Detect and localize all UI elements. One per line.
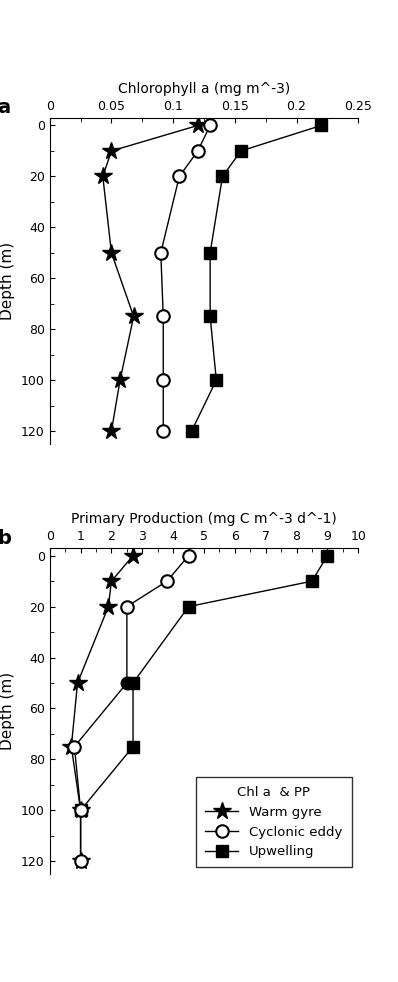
Cyclonic eddy — [208, 120, 213, 132]
Y-axis label: Depth (m): Depth (m) — [0, 672, 16, 750]
Upwelling — [208, 310, 213, 322]
Upwelling — [78, 804, 83, 816]
Text: b: b — [0, 528, 11, 548]
Line: Upwelling: Upwelling — [186, 120, 327, 437]
Warm gyre — [195, 120, 200, 132]
X-axis label: Chlorophyll a (mg m^-3): Chlorophyll a (mg m^-3) — [118, 82, 290, 96]
Cyclonic eddy — [177, 171, 181, 183]
Warm gyre — [131, 550, 135, 562]
Warm gyre — [69, 740, 74, 752]
Warm gyre — [109, 246, 114, 258]
Warm gyre — [109, 145, 114, 157]
Upwelling — [325, 550, 330, 562]
Upwelling — [131, 740, 135, 752]
Warm gyre — [109, 575, 114, 587]
Line: Cyclonic eddy: Cyclonic eddy — [154, 119, 217, 437]
Cyclonic eddy — [161, 374, 166, 386]
Upwelling — [186, 601, 191, 613]
Warm gyre — [75, 678, 80, 689]
Warm gyre — [100, 171, 105, 183]
Line: Upwelling: Upwelling — [75, 550, 333, 816]
Upwelling — [220, 171, 225, 183]
Upwelling — [208, 246, 213, 258]
Line: Warm gyre: Warm gyre — [62, 547, 142, 870]
Cyclonic eddy — [161, 425, 166, 437]
Warm gyre — [78, 855, 83, 867]
Warm gyre — [109, 425, 114, 437]
Upwelling — [214, 374, 219, 386]
Warm gyre — [78, 804, 83, 816]
Cyclonic eddy — [195, 145, 200, 157]
X-axis label: Primary Production (mg C m^-3 d^-1): Primary Production (mg C m^-3 d^-1) — [71, 513, 337, 526]
Warm gyre — [106, 601, 111, 613]
Upwelling — [319, 120, 324, 132]
Line: Warm gyre: Warm gyre — [94, 117, 207, 440]
Text: a: a — [0, 98, 10, 117]
Y-axis label: Depth (m): Depth (m) — [0, 242, 16, 320]
Upwelling — [131, 678, 135, 689]
Cyclonic eddy — [158, 246, 163, 258]
Upwelling — [189, 425, 194, 437]
Legend: Warm gyre, Cyclonic eddy, Upwelling: Warm gyre, Cyclonic eddy, Upwelling — [196, 777, 351, 867]
Warm gyre — [118, 374, 123, 386]
Cyclonic eddy — [161, 310, 166, 322]
Upwelling — [239, 145, 244, 157]
Upwelling — [310, 575, 314, 587]
Warm gyre — [131, 310, 136, 322]
